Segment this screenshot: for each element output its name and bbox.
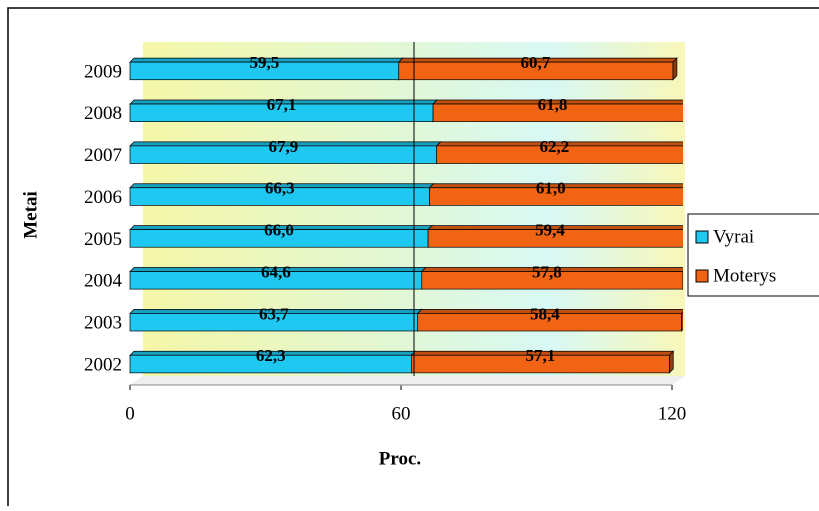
value-label: 67,1 (267, 95, 297, 114)
value-label: 60,7 (520, 53, 550, 72)
legend-label: Vyrai (713, 226, 754, 247)
value-label: 57,1 (525, 346, 555, 365)
x-tick-label: 60 (392, 403, 411, 424)
bar (427, 229, 683, 248)
bar-top (435, 141, 683, 147)
y-tick-label: 2008 (84, 103, 122, 124)
plot-area: 62,3 57,1 63,7 58,4 64,6 57,8 66,0 59,4 66,3 61,0… (129, 53, 683, 374)
y-tick-label: 2002 (84, 354, 122, 375)
legend-label: Moterys (713, 265, 776, 286)
value-label: 58,4 (530, 304, 560, 323)
bar (398, 61, 674, 81)
bar-top (432, 99, 683, 105)
bar-side (668, 350, 674, 374)
value-label: 61,0 (536, 179, 566, 198)
bar (411, 354, 670, 374)
x-tick-label: 0 (125, 403, 135, 424)
bar (436, 145, 683, 164)
bar-top (428, 183, 683, 189)
value-label: 63,7 (259, 304, 289, 323)
legend-swatch (695, 269, 709, 283)
y-axis-label: Metai (20, 191, 41, 238)
bar (429, 187, 683, 206)
value-label: 66,3 (265, 179, 295, 198)
y-tick-label: 2003 (84, 313, 122, 334)
value-label: 59,4 (535, 221, 565, 240)
y-tick-label: 2007 (84, 145, 122, 166)
bar (417, 313, 682, 332)
value-label: 67,9 (268, 137, 298, 156)
legend (687, 213, 819, 297)
y-tick-label: 2006 (84, 187, 122, 208)
x-tick-label: 120 (658, 403, 687, 424)
bar (421, 271, 683, 290)
value-label: 61,8 (538, 95, 568, 114)
y-tick-label: 2004 (84, 271, 123, 292)
y-tick-label: 2005 (84, 229, 122, 250)
bar (432, 103, 683, 122)
bar-side (672, 57, 678, 81)
value-label: 62,3 (256, 346, 286, 365)
value-label: 62,2 (539, 137, 569, 156)
value-label: 66,0 (264, 221, 294, 240)
y-tick-label: 2009 (84, 61, 122, 82)
plot-floor (130, 376, 685, 385)
value-label: 59,5 (249, 53, 279, 72)
legend-swatch (695, 230, 709, 244)
value-label: 64,6 (261, 262, 291, 281)
value-label: 57,8 (532, 262, 562, 281)
x-axis-label: Proc. (379, 448, 421, 469)
